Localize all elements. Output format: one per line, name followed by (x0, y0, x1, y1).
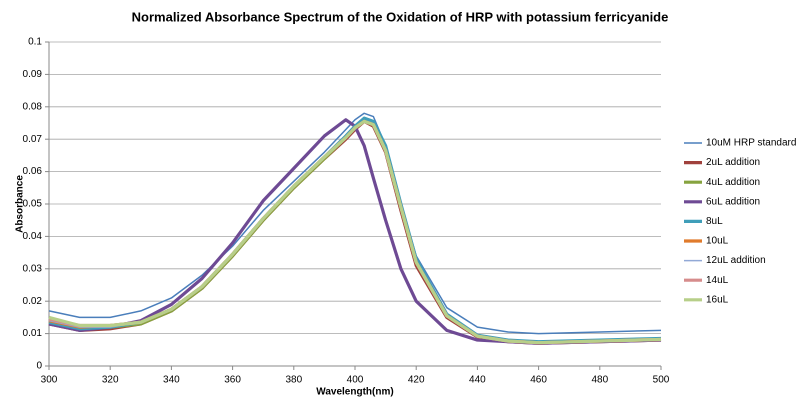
series-line (48, 119, 662, 345)
y-tick-label: 0.02 (23, 296, 43, 307)
chart-title: Normalized Absorbance Spectrum of the Ox… (132, 9, 669, 24)
x-tick-label: 320 (102, 375, 119, 386)
y-tick-label: 0.08 (23, 101, 43, 112)
x-tick-label: 420 (408, 375, 425, 386)
y-tick-label: 0.09 (23, 69, 43, 80)
legend-label: 4uL addition (706, 177, 760, 188)
legend-label: 10uM HRP standard (706, 138, 796, 149)
y-tick-label: 0.1 (28, 37, 42, 48)
x-tick-label: 340 (163, 375, 180, 386)
x-tick-label: 400 (347, 375, 364, 386)
series-line (48, 118, 662, 345)
legend-label: 6uL addition (706, 196, 760, 207)
x-tick-label: 480 (591, 375, 608, 386)
x-tick-label: 500 (653, 375, 670, 386)
y-tick-label: 0.06 (23, 166, 43, 177)
series-line (48, 116, 662, 344)
y-tick-label: 0.01 (23, 328, 43, 339)
series-line (48, 118, 662, 345)
y-tick-label: 0.07 (23, 134, 43, 145)
x-tick-label: 380 (285, 375, 302, 386)
x-axis-title: Wavelength(nm) (316, 387, 393, 398)
series-line (48, 119, 662, 345)
legend-label: 16uL (706, 294, 729, 305)
y-axis-title: Absorbance (15, 175, 26, 233)
series-line (48, 119, 662, 345)
x-tick-label: 300 (41, 375, 58, 386)
y-tick-label: 0.04 (23, 231, 43, 242)
legend-label: 8uL (706, 216, 723, 227)
y-tick-label: 0.05 (23, 199, 43, 210)
x-tick-label: 440 (469, 375, 486, 386)
series-line (48, 112, 662, 335)
legend-label: 12uL addition (706, 255, 766, 266)
x-tick-label: 460 (530, 375, 547, 386)
series-line (48, 119, 662, 345)
series-line (48, 120, 662, 344)
legend-label: 10uL (706, 236, 729, 247)
legend-label: 14uL (706, 275, 729, 286)
y-tick-label: 0 (36, 361, 42, 372)
x-tick-label: 360 (224, 375, 241, 386)
legend-label: 2uL addition (706, 157, 760, 168)
y-tick-label: 0.03 (23, 263, 43, 274)
